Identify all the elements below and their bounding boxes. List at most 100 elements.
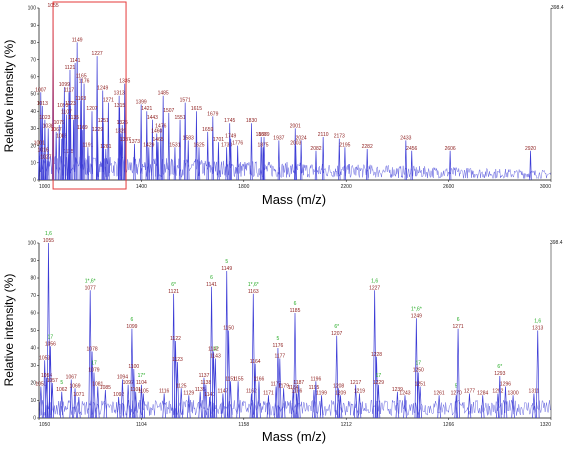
bottom-peak-1277 bbox=[467, 393, 472, 419]
top-peak-label: 1421 bbox=[141, 106, 152, 112]
bottom-peak-1138 bbox=[204, 384, 208, 419]
bottom-peak-1163 bbox=[251, 293, 256, 419]
bottom-peak-label: 1085 bbox=[100, 385, 111, 391]
bottom-peak-label: 1140 bbox=[204, 392, 215, 398]
bottom-peak-annotation: 17 bbox=[376, 373, 382, 379]
top-peak-1207 bbox=[90, 111, 94, 181]
bottom-peak-annotation: 1,6 bbox=[371, 278, 378, 284]
bottom-peak-label: 1250 bbox=[413, 368, 424, 374]
bottom-peak-label: 1199 bbox=[316, 390, 327, 396]
bottom-peak-label: 1141 bbox=[206, 282, 217, 288]
bottom-peak-1125 bbox=[179, 388, 183, 419]
bottom-peak-label: 1171 bbox=[263, 390, 274, 396]
bottom-peak-1219 bbox=[357, 393, 362, 419]
bottom-peak-1271 bbox=[456, 328, 460, 419]
bottom-peak-label: 1163 bbox=[248, 289, 259, 295]
top-peak-1027 bbox=[44, 159, 48, 181]
top-peak-1123 bbox=[69, 106, 72, 181]
top-peak-1261 bbox=[104, 149, 107, 181]
bottom-peak-label: 1313 bbox=[532, 326, 543, 332]
top-peak-label: 1001 bbox=[34, 141, 45, 147]
bottom-peak-1123 bbox=[175, 361, 180, 419]
top-peak-label: 1465 bbox=[152, 137, 163, 143]
top-peak-label: 1937 bbox=[273, 135, 284, 141]
bottom-peak-label: 1261 bbox=[434, 390, 445, 396]
top-peak-label: 1099 bbox=[59, 82, 70, 88]
top-peak-label: 1165 bbox=[76, 74, 87, 80]
bottom-y-tick-label: 80 bbox=[30, 276, 36, 282]
bottom-y-tick-label: 100 bbox=[28, 241, 37, 247]
top-peak-2173 bbox=[338, 138, 341, 181]
bottom-peak-1097 bbox=[126, 384, 130, 419]
top-peak-1251 bbox=[102, 123, 105, 181]
top-peak-1036 bbox=[47, 128, 50, 181]
bottom-x-axis-label: Mass (m/z) bbox=[262, 429, 326, 444]
bottom-peak-1249 bbox=[414, 318, 419, 419]
bottom-peak-label: 1311 bbox=[529, 389, 540, 395]
bottom-peak-1243 bbox=[403, 395, 407, 419]
top-peak-label: 1036 bbox=[43, 123, 54, 129]
bottom-peak-1051 bbox=[39, 386, 43, 419]
top-peak-label: 1320 bbox=[115, 129, 126, 135]
top-peak-label: 1169 bbox=[77, 125, 88, 131]
top-peak-1169 bbox=[81, 130, 84, 181]
bottom-peak-1056 bbox=[48, 346, 53, 419]
bottom-peak-label: 1251 bbox=[415, 382, 426, 388]
top-peak-1149 bbox=[75, 42, 79, 181]
bottom-peak-label: 1217 bbox=[350, 380, 361, 386]
bottom-peak-1071 bbox=[77, 396, 81, 419]
top-peak-label: 2282 bbox=[362, 144, 373, 150]
top-peak-1373 bbox=[133, 143, 136, 181]
bottom-peak-1300 bbox=[511, 395, 515, 419]
bottom-peak-annotation: 6 bbox=[457, 317, 460, 323]
bottom-peak-label: 1079 bbox=[88, 368, 99, 374]
top-x-tick-label: 1800 bbox=[238, 184, 249, 190]
bottom-peak-label: 1071 bbox=[73, 392, 84, 398]
top-peak-label: 1207 bbox=[86, 106, 97, 112]
bottom-peak-1151 bbox=[228, 381, 233, 419]
top-spectrum-panel: Relative intensity (%) Mass (m/z) 398.4 … bbox=[2, 1, 564, 207]
bottom-peak-1229 bbox=[376, 384, 381, 419]
top-peak-label: 1007 bbox=[35, 87, 46, 93]
bottom-peak-label: 1166 bbox=[254, 376, 265, 382]
bottom-peak-label: 1185 bbox=[290, 308, 301, 314]
top-peak-label: 1476 bbox=[155, 123, 166, 129]
bottom-peak-annotation: 1*,6* bbox=[248, 282, 259, 288]
bottom-peak-1094 bbox=[120, 379, 125, 419]
bottom-peak-1217 bbox=[353, 384, 358, 419]
top-peak-label: 1749 bbox=[225, 134, 236, 140]
bottom-peak-label: 1097 bbox=[123, 380, 134, 386]
bottom-peak-annotation: 5 bbox=[225, 259, 228, 265]
bottom-peak-annotation: 1,6 bbox=[45, 231, 52, 237]
top-peak-1399 bbox=[139, 104, 143, 181]
bottom-y-max-value: 398.4 bbox=[550, 240, 563, 246]
top-peak-2606 bbox=[448, 150, 452, 181]
top-peak-1271 bbox=[107, 102, 110, 181]
bottom-peak-1081 bbox=[96, 386, 100, 419]
bottom-peak-1251 bbox=[418, 386, 422, 419]
top-peak-label: 1141 bbox=[70, 58, 81, 64]
bottom-peak-label: 1081 bbox=[92, 382, 103, 388]
bottom-peak-label: 1271 bbox=[453, 324, 464, 330]
top-peak-1067 bbox=[55, 131, 58, 181]
bottom-peak-label: 1162 bbox=[246, 389, 257, 395]
bottom-peak-1207 bbox=[334, 335, 339, 419]
top-peak-1701 bbox=[217, 142, 220, 181]
top-peak-1107 bbox=[65, 114, 68, 181]
top-y-axis-label: Relative intensity (%) bbox=[2, 40, 16, 153]
bottom-peak-annotation: 17 bbox=[91, 361, 97, 367]
top-peak-label: 1067 bbox=[51, 127, 62, 133]
top-peak-label: 1551 bbox=[174, 115, 185, 121]
top-peak-1443 bbox=[151, 119, 154, 181]
bottom-peak-label: 1149 bbox=[221, 266, 232, 272]
top-peak-1007 bbox=[39, 92, 42, 181]
top-peak-label: 1016 bbox=[38, 147, 49, 153]
top-peak-label: 1079 bbox=[54, 120, 65, 126]
top-y-tick-label: 40 bbox=[30, 109, 36, 115]
top-peak-label: 1149 bbox=[72, 37, 83, 43]
top-peak-label: 2082 bbox=[310, 146, 321, 152]
bottom-peak-label: 1187 bbox=[293, 380, 304, 386]
bottom-y-tick-label: 10 bbox=[30, 398, 36, 404]
top-x-tick-label: 1400 bbox=[136, 184, 147, 190]
